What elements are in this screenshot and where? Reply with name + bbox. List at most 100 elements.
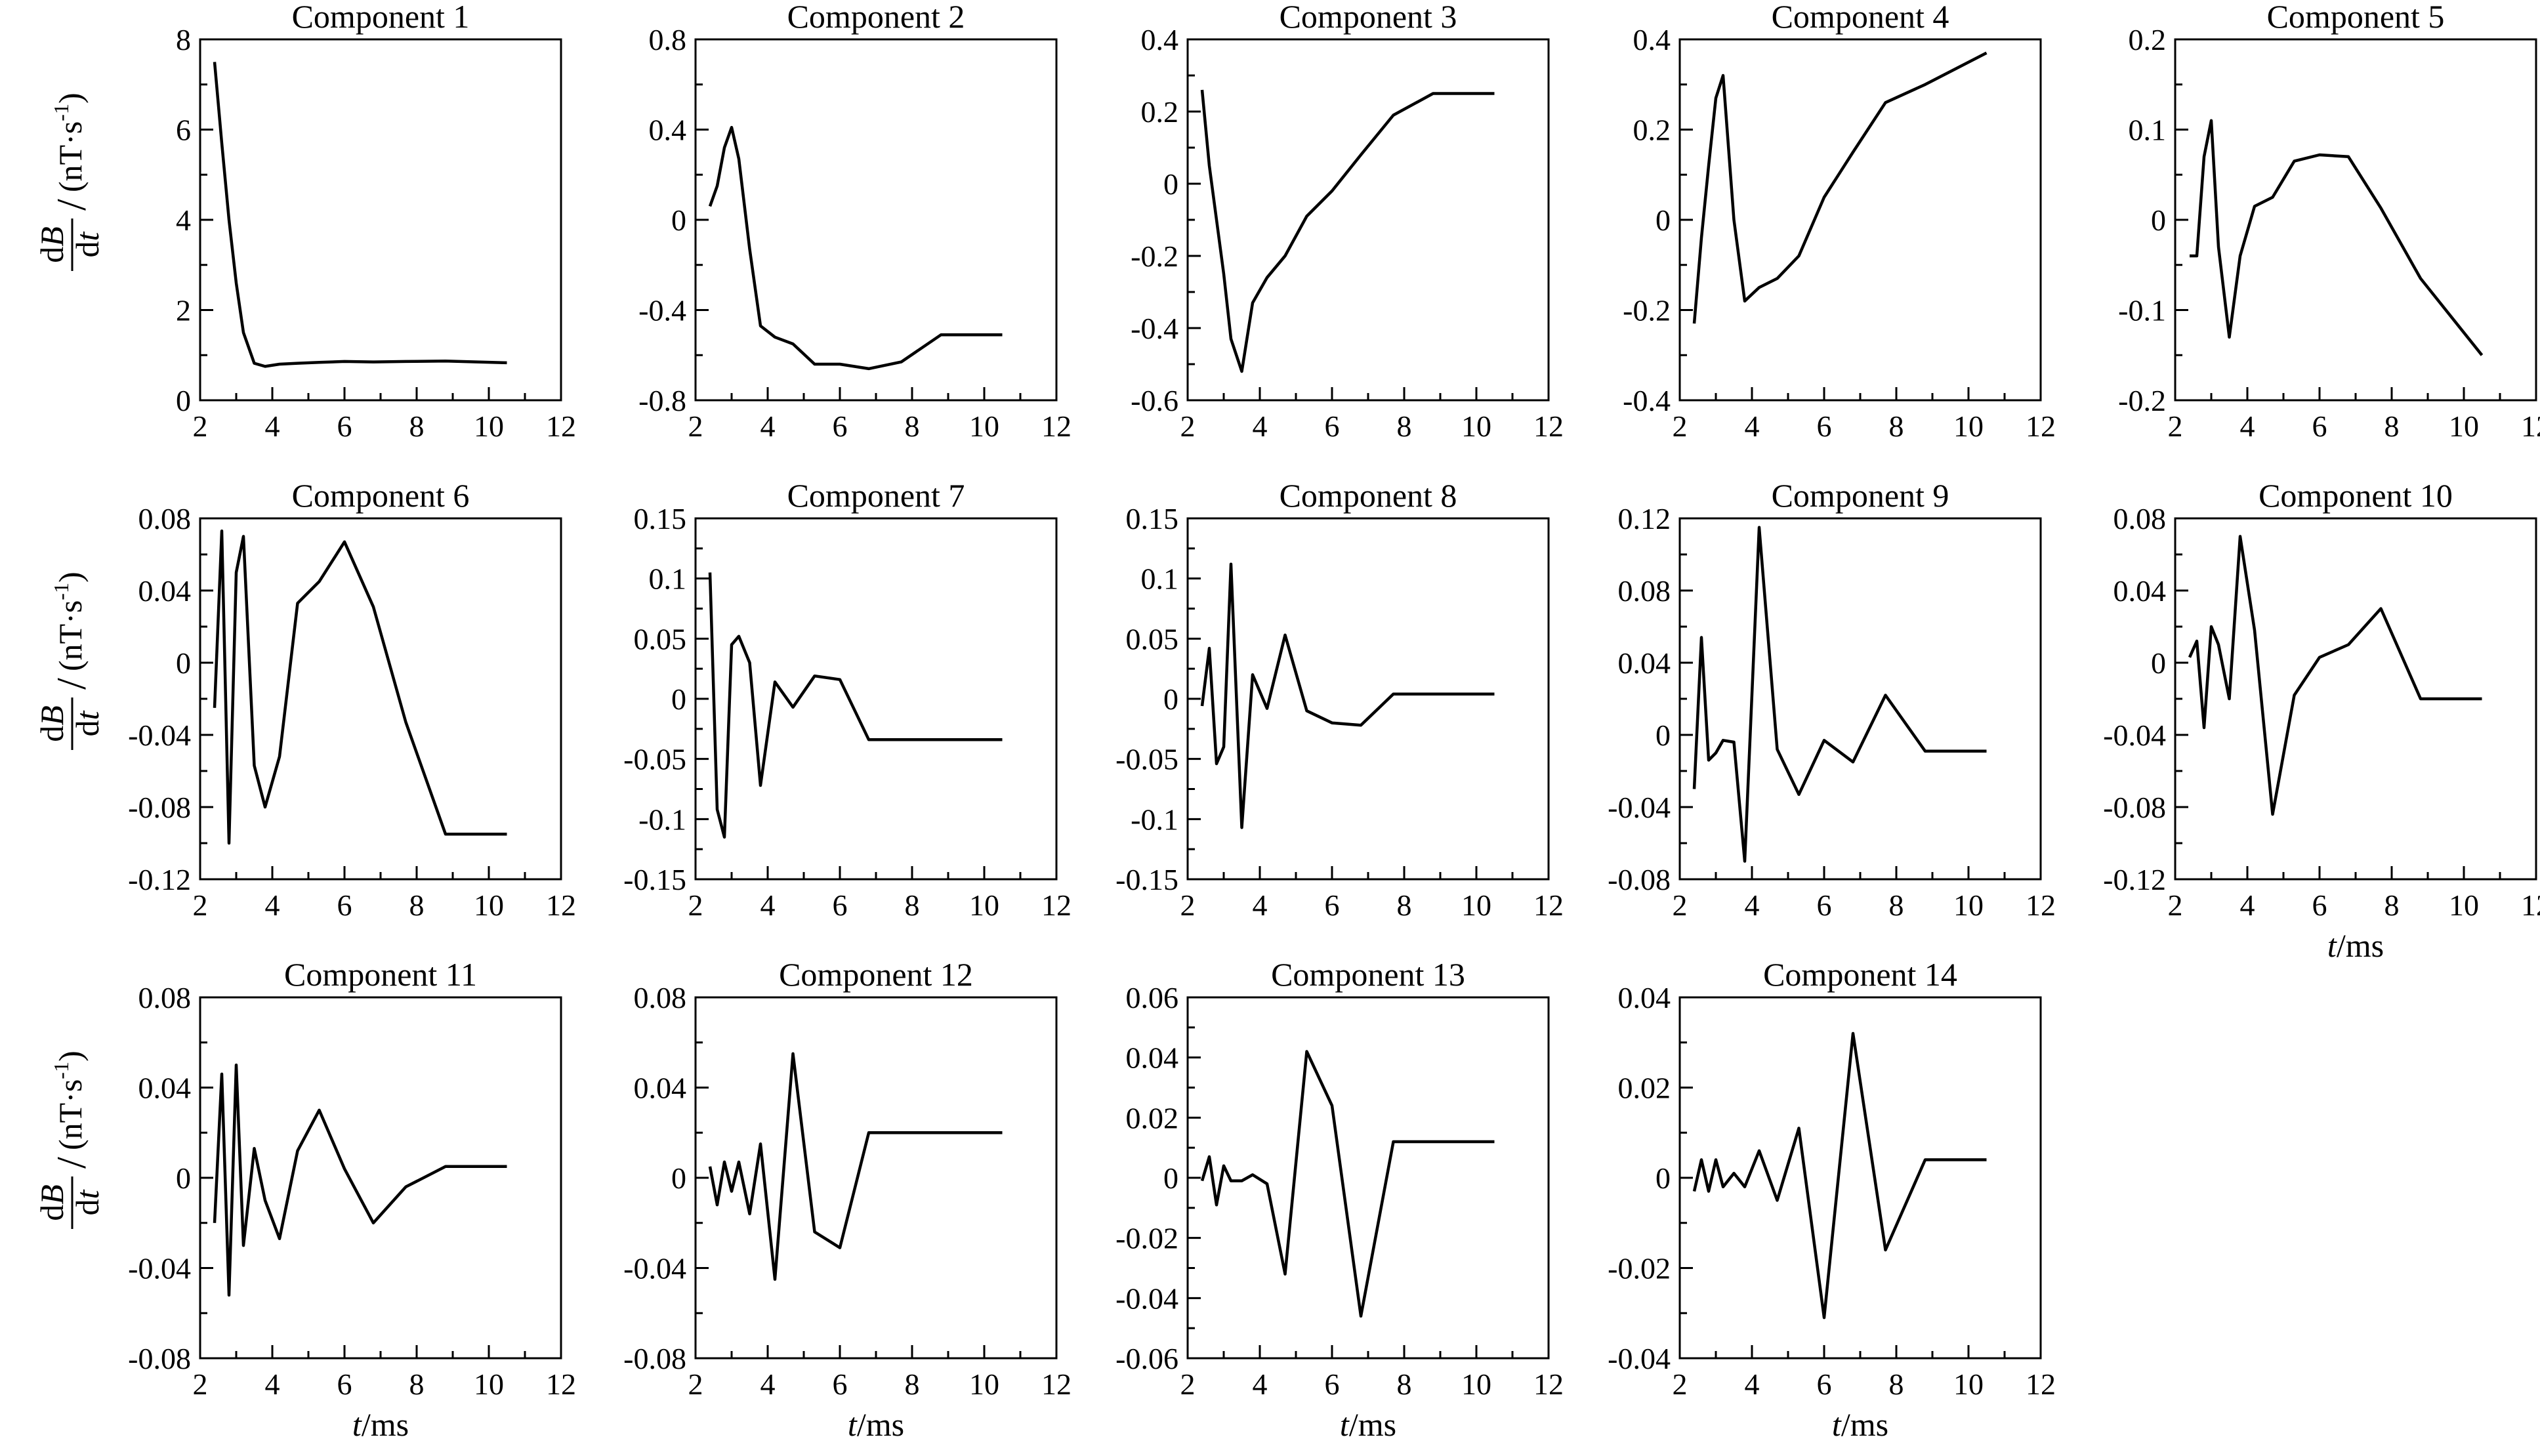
- x-tick-label: 4: [1253, 1367, 1268, 1401]
- y-tick-label: 4: [176, 203, 191, 237]
- y-tick-label: 0.04: [1618, 981, 1671, 1014]
- x-tick-label: 8: [409, 888, 425, 922]
- y-tick-label: -0.04: [128, 718, 191, 752]
- y-tick-label: -0.4: [638, 294, 686, 327]
- x-axis-label: t/ms: [2327, 927, 2384, 964]
- y-tick-label: -0.12: [128, 863, 191, 896]
- y-tick-label: 0: [2151, 203, 2166, 237]
- series-line: [2188, 535, 2482, 816]
- x-tick-label: 10: [474, 409, 504, 443]
- series-line: [708, 1052, 1003, 1281]
- y-label-denominator: dt: [69, 710, 106, 736]
- y-label-numerator: dB: [33, 705, 70, 742]
- y-label-numerator: dB: [33, 226, 70, 263]
- y-label-slash: /: [48, 678, 94, 690]
- y-tick-label: -0.1: [2118, 294, 2166, 327]
- x-tick-label: 2: [688, 409, 703, 443]
- series-line: [1200, 1050, 1495, 1318]
- x-tick-label: 6: [337, 409, 352, 443]
- series-line: [1692, 51, 1988, 324]
- x-tick-label: 10: [969, 409, 999, 443]
- subplot-title: Component 12: [779, 956, 973, 993]
- y-tick-label: 8: [176, 23, 191, 56]
- x-tick-label: 8: [1889, 409, 1904, 443]
- x-tick-label: 12: [1041, 409, 1072, 443]
- x-tick-label: 4: [1745, 409, 1760, 443]
- subplot-title: Component 6: [292, 477, 470, 514]
- x-tick-label: 2: [2168, 888, 2183, 922]
- y-tick-label: 0.8: [649, 23, 687, 56]
- y-label-unit: (nT·s-1): [49, 93, 89, 192]
- y-tick-label: 0.02: [1126, 1101, 1179, 1134]
- y-tick-label: 0.04: [138, 574, 192, 608]
- y-tick-label: -0.1: [638, 802, 686, 836]
- y-tick-label: 0: [2151, 646, 2166, 680]
- x-tick-label: 4: [1745, 1367, 1760, 1401]
- y-label-unit: (nT·s-1): [49, 572, 89, 671]
- y-tick-label: -0.08: [623, 1342, 686, 1375]
- x-tick-label: 10: [1953, 888, 1984, 922]
- x-tick-label: 12: [1041, 888, 1072, 922]
- x-tick-label: 2: [193, 409, 208, 443]
- x-tick-label: 4: [265, 1367, 280, 1401]
- x-axis-label: t/ms: [848, 1406, 904, 1443]
- y-tick-label: -0.08: [1608, 863, 1671, 896]
- x-tick-label: 10: [1461, 888, 1491, 922]
- y-tick-label: 0.1: [1141, 562, 1179, 596]
- x-tick-label: 6: [1817, 1367, 1832, 1401]
- x-tick-label: 10: [2449, 409, 2479, 443]
- y-tick-label: 0: [176, 1161, 191, 1195]
- x-axis-label: t/ms: [1832, 1406, 1888, 1443]
- y-tick-label: -0.05: [623, 743, 686, 776]
- x-axis-label: t/ms: [352, 1406, 409, 1443]
- x-tick-label: 6: [1325, 888, 1340, 922]
- subplot-title: Component 3: [1280, 0, 1457, 35]
- y-tick-label: 0: [176, 646, 191, 680]
- x-tick-label: 8: [2384, 409, 2400, 443]
- plot-frame: [199, 996, 562, 1360]
- y-tick-label: 0.08: [634, 981, 687, 1014]
- y-tick-label: -0.08: [2103, 791, 2166, 824]
- x-tick-label: 4: [2240, 409, 2255, 443]
- x-tick-label: 12: [2026, 409, 2056, 443]
- plot-frame: [694, 38, 1058, 402]
- x-tick-label: 4: [1253, 888, 1268, 922]
- y-tick-label: 0: [176, 384, 191, 417]
- x-tick-label: 8: [905, 888, 920, 922]
- subplot-8: Component 8 2 4 6 8 10 12 -0.15 -0.1 -0.05 0 0.05 0.…: [1115, 477, 1564, 922]
- y-label-numerator: dB: [33, 1184, 70, 1221]
- y-tick-label: 0.02: [1618, 1071, 1671, 1105]
- y-tick-label: 0.15: [634, 502, 687, 535]
- x-tick-label: 10: [969, 1367, 999, 1401]
- y-tick-label: -0.15: [1115, 863, 1178, 896]
- x-tick-label: 12: [1041, 1367, 1072, 1401]
- y-tick-label: 0: [671, 682, 686, 716]
- series-line: [1200, 89, 1495, 373]
- y-tick-label: 0.04: [138, 1071, 192, 1105]
- x-axis-label: t/ms: [1340, 1406, 1396, 1443]
- subplot-title: Component 9: [1772, 477, 1949, 514]
- y-label-slash: /: [48, 199, 94, 211]
- subplot-10: Component 10 2 4 6 8 10 12 -0.12 -0.08 -0.04 0 0.04…: [2103, 477, 2540, 922]
- x-tick-label: 10: [1953, 409, 1984, 443]
- x-tick-label: 10: [1461, 1367, 1491, 1401]
- x-tick-label: 4: [265, 409, 280, 443]
- plot-frame: [694, 517, 1058, 881]
- y-tick-label: 0.2: [2129, 23, 2167, 56]
- subplot-5: Component 5 2 4 6 8 10 12 -0.2 -0.1 0 0.1 0.2: [2118, 0, 2540, 443]
- x-tick-label: 8: [905, 409, 920, 443]
- y-tick-label: 0.08: [2113, 502, 2167, 535]
- x-tick-label: 10: [2449, 888, 2479, 922]
- x-tick-label: 6: [833, 1367, 848, 1401]
- y-tick-label: 0: [671, 1161, 686, 1195]
- y-tick-label: 0: [1655, 718, 1671, 752]
- y-tick-label: 0.04: [2113, 574, 2167, 608]
- y-tick-label: 0.4: [649, 114, 687, 147]
- y-tick-label: -0.12: [2103, 863, 2166, 896]
- y-tick-label: -0.05: [1115, 743, 1178, 776]
- y-tick-label: -0.2: [2118, 384, 2166, 417]
- y-tick-label: -0.08: [128, 1342, 191, 1375]
